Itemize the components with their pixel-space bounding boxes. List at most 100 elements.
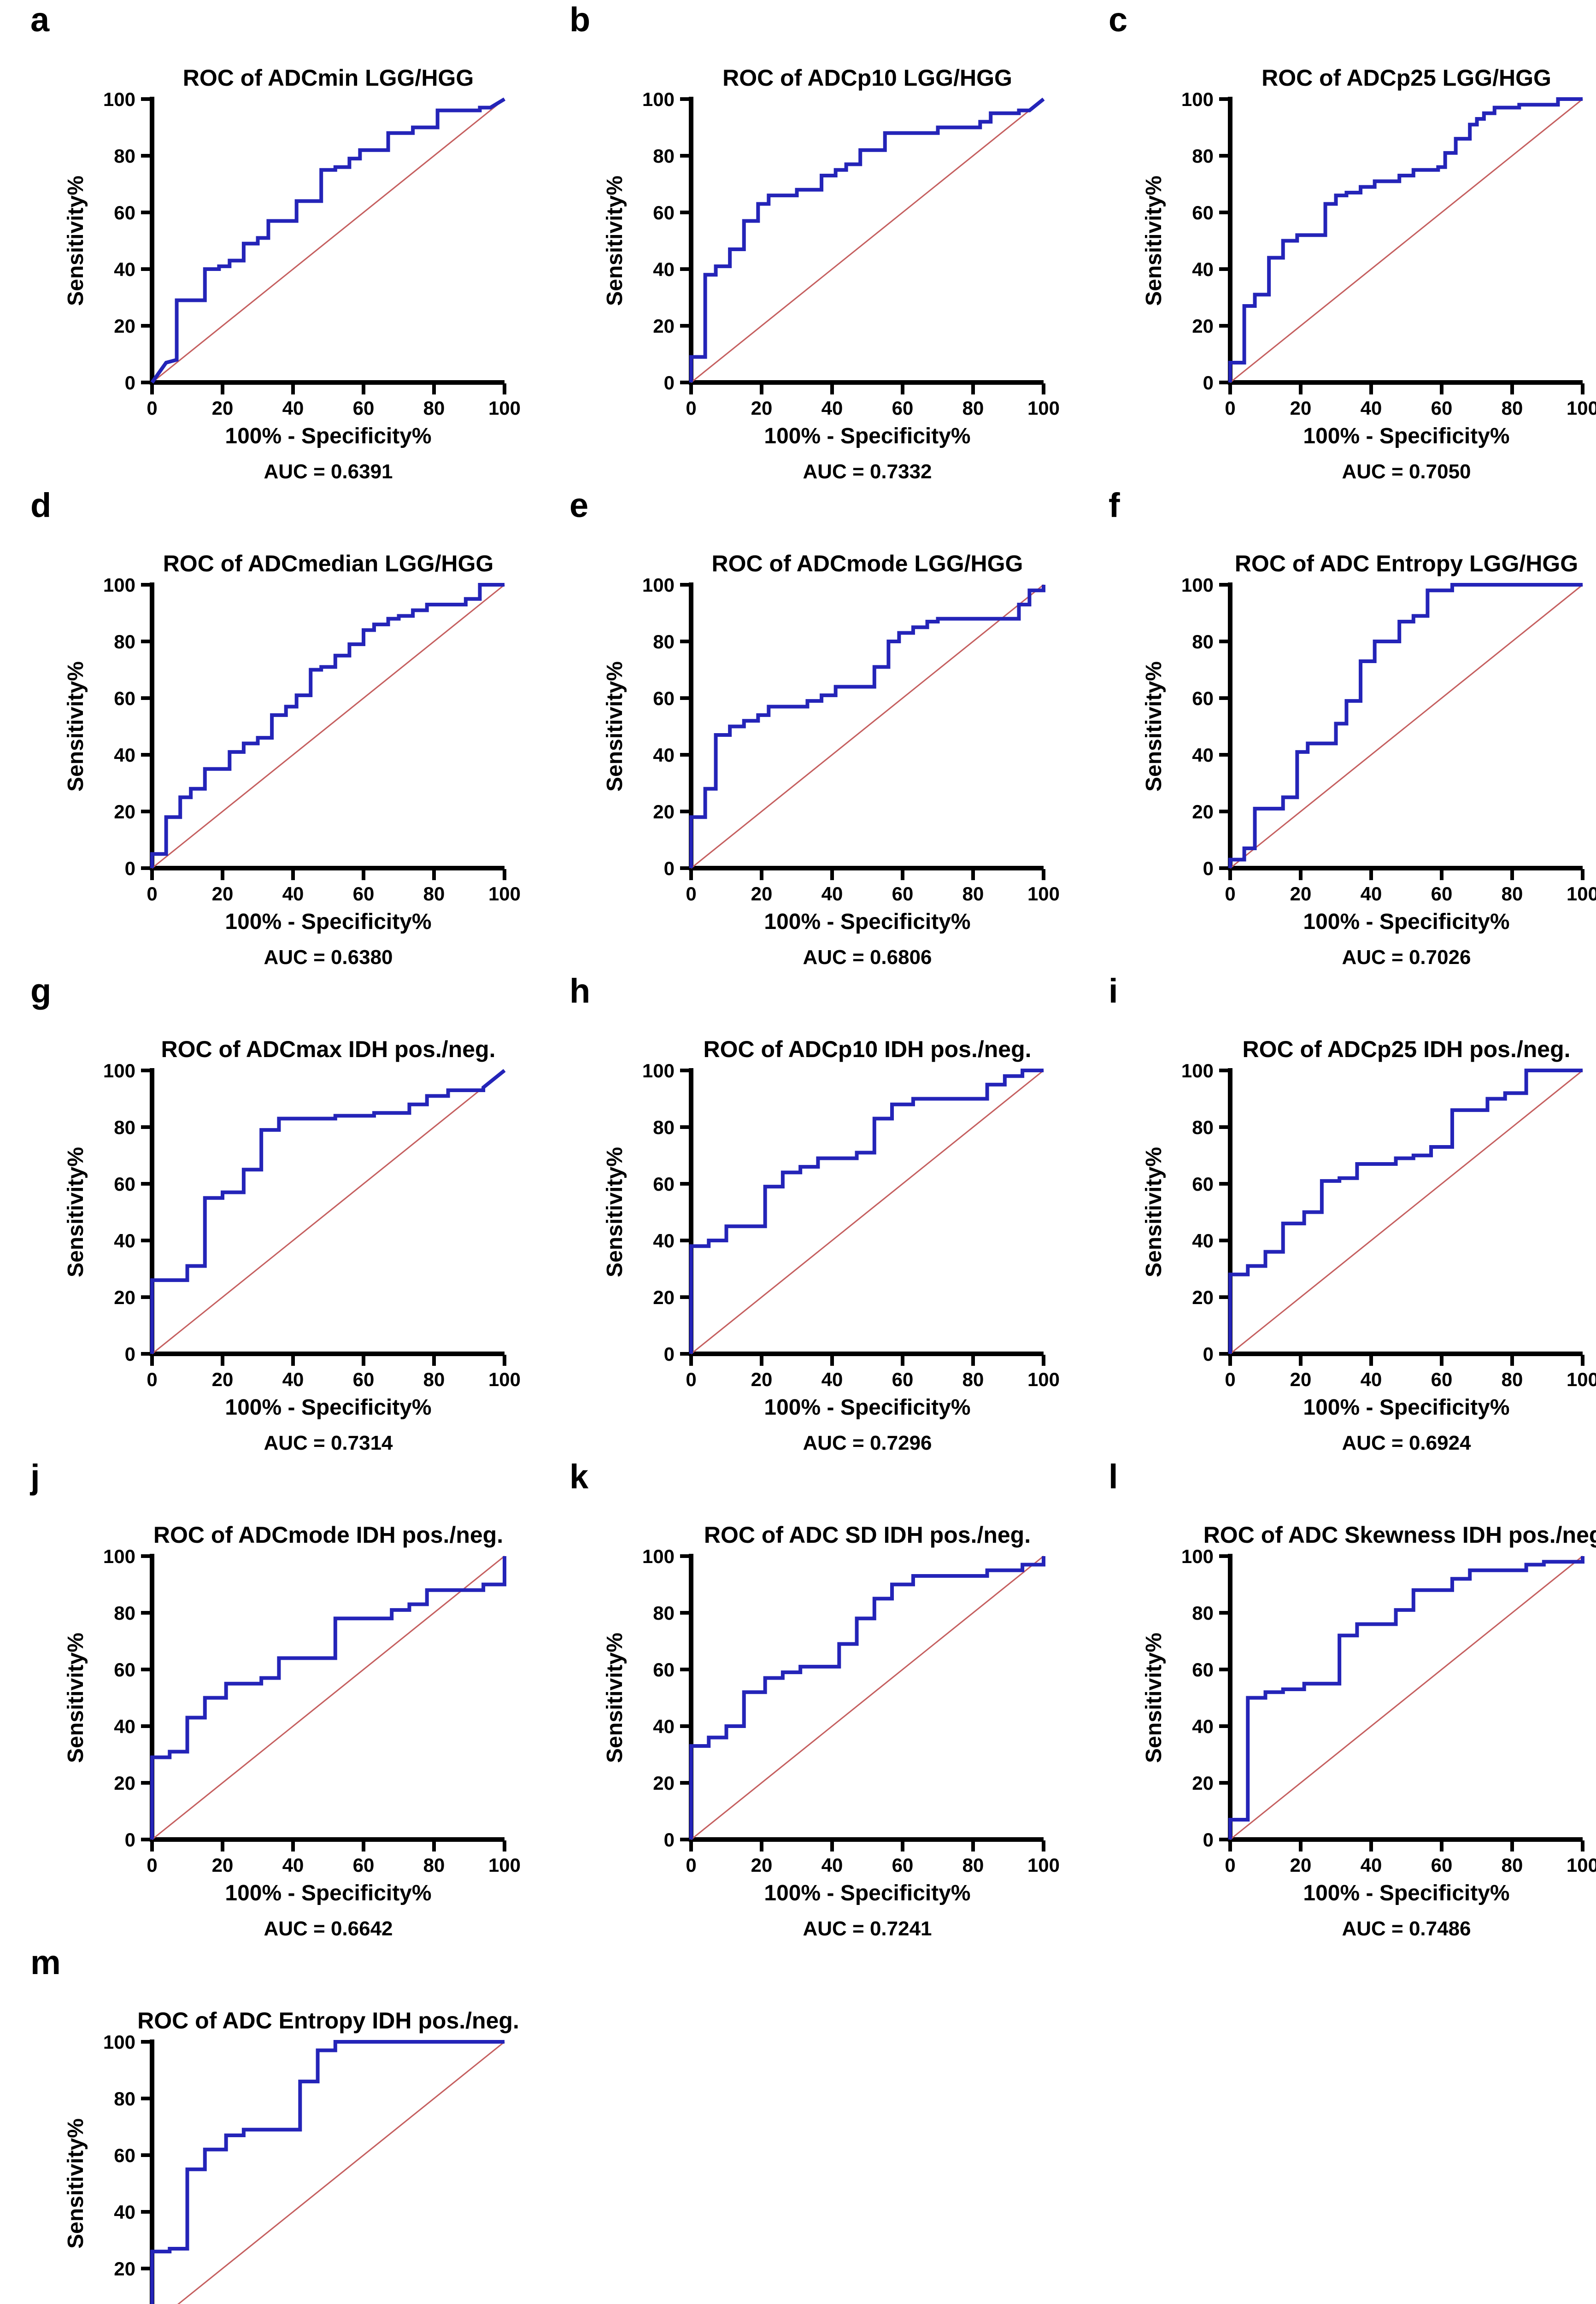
roc-plot-k: k ROC of ADC SD IDH pos./neg. 0 20 40 60 80 100…	[569, 1458, 1060, 1940]
panel-letter: m	[30, 1943, 61, 1981]
roc-curve	[1228, 97, 1583, 382]
y-tick-label: 40	[1192, 1716, 1214, 1737]
y-tick-label: 80	[1192, 145, 1214, 167]
panel-letter: k	[569, 1458, 589, 1496]
reference-line	[691, 1070, 1044, 1355]
x-tick-label: 40	[1361, 883, 1382, 905]
x-tick-label: 60	[1431, 397, 1453, 419]
y-tick-label: 0	[1203, 1829, 1214, 1851]
y-tick-label: 100	[642, 1546, 675, 1567]
x-axis-label: 100% - Specificity%	[225, 424, 431, 448]
reference-line	[691, 1555, 1044, 1840]
panel-letter: j	[29, 1458, 40, 1496]
y-tick-label: 20	[1192, 1287, 1214, 1308]
x-tick-label: 0	[147, 883, 157, 905]
y-tick-label: 20	[114, 1772, 135, 1794]
y-tick-label: 80	[653, 1602, 675, 1624]
y-tick-label: 60	[1192, 1173, 1214, 1195]
x-tick-label: 80	[1502, 1369, 1523, 1390]
y-tick-label: 100	[642, 574, 675, 596]
x-tick-label: 20	[1290, 1369, 1312, 1390]
y-tick-label: 80	[1192, 1117, 1214, 1138]
y-tick-label: 20	[114, 801, 135, 823]
x-tick-label: 0	[686, 1369, 696, 1390]
y-tick-label: 20	[653, 801, 675, 823]
roc-plot-j: j ROC of ADCmode IDH pos./neg. 0 20 40 60 80 10…	[29, 1458, 521, 1940]
x-tick-label: 0	[1225, 397, 1235, 419]
y-axis-label: Sensitivity%	[1142, 1633, 1166, 1763]
x-tick-label: 20	[1290, 397, 1312, 419]
y-axis-label: Sensitivity%	[1142, 176, 1166, 306]
x-tick-label: 60	[353, 1369, 375, 1390]
y-tick-label: 100	[103, 1546, 135, 1567]
x-tick-label: 20	[212, 1369, 234, 1390]
x-tick-label: 100	[1027, 883, 1060, 905]
y-tick-label: 80	[114, 2088, 135, 2110]
roc-curve	[689, 585, 1045, 868]
x-tick-label: 80	[423, 1369, 445, 1390]
x-tick-label: 100	[488, 1369, 521, 1390]
reference-line	[1230, 98, 1583, 383]
panel-letter: i	[1109, 972, 1118, 1010]
x-tick-label: 20	[751, 1854, 773, 1876]
x-tick-label: 100	[1567, 883, 1596, 905]
y-tick-label: 80	[114, 145, 135, 167]
y-tick-label: 80	[114, 1117, 135, 1138]
y-tick-label: 80	[653, 145, 675, 167]
auc-label: AUC = 0.7050	[1342, 460, 1471, 483]
roc-curve	[1228, 1556, 1584, 1840]
x-tick-label: 0	[147, 1369, 157, 1390]
y-axis-label: Sensitivity%	[64, 1633, 88, 1763]
panel-letter: e	[569, 486, 588, 524]
panel-title: ROC of ADCmode LGG/HGG	[712, 551, 1023, 576]
roc-panel-l: l ROC of ADC Skewness IDH pos./neg. 0 20 40 6…	[1106, 1457, 1596, 1943]
reference-line	[691, 98, 1044, 383]
reference-line	[152, 98, 505, 383]
roc-panel-h: h ROC of ADCp10 IDH pos./neg. 0 20 40 60 80 100…	[567, 971, 1106, 1457]
x-tick-label: 80	[1502, 883, 1523, 905]
y-axis-label: Sensitivity%	[64, 661, 88, 792]
reference-line	[152, 1555, 505, 1840]
x-tick-label: 100	[488, 1854, 521, 1876]
roc-panel-e: e ROC of ADCmode LGG/HGG 0 20 40 60 80 100 0 20 40…	[567, 486, 1106, 971]
roc-curve	[689, 1556, 1045, 1840]
roc-plot-i: i ROC of ADCp25 IDH pos./neg. 0 20 40 60 80 100…	[1109, 972, 1596, 1454]
y-tick-label: 0	[664, 1343, 675, 1365]
y-tick-label: 60	[114, 1173, 135, 1195]
x-tick-label: 40	[821, 883, 843, 905]
auc-label: AUC = 0.7026	[1342, 946, 1471, 969]
auc-label: AUC = 0.7296	[803, 1432, 932, 1454]
y-tick-label: 20	[1192, 1772, 1214, 1794]
panel-title: ROC of ADCmax IDH pos./neg.	[161, 1036, 496, 1062]
x-axis-label: 100% - Specificity%	[1303, 424, 1509, 448]
y-tick-label: 0	[125, 858, 135, 879]
y-tick-label: 0	[1203, 858, 1214, 879]
y-tick-label: 60	[1192, 1659, 1214, 1681]
y-tick-label: 80	[114, 1602, 135, 1624]
roc-plot-d: d ROC of ADCmedian LGG/HGG 0 20 40 60 80 100 0 20…	[30, 486, 521, 969]
x-tick-label: 80	[423, 1854, 445, 1876]
y-tick-label: 80	[653, 631, 675, 652]
x-tick-label: 40	[282, 883, 304, 905]
y-tick-label: 40	[1192, 259, 1214, 280]
panel-letter: l	[1109, 1458, 1118, 1496]
auc-label: AUC = 0.7314	[264, 1432, 393, 1454]
y-tick-label: 0	[1203, 372, 1214, 394]
panel-title: ROC of ADC SD IDH pos./neg.	[704, 1522, 1031, 1548]
roc-panel-j: j ROC of ADCmode IDH pos./neg. 0 20 40 60 80 10…	[28, 1457, 567, 1943]
x-tick-label: 80	[1502, 397, 1523, 419]
x-tick-label: 40	[1361, 397, 1382, 419]
x-tick-label: 100	[1567, 397, 1596, 419]
y-tick-label: 20	[653, 1287, 675, 1308]
roc-curve	[150, 1556, 506, 1840]
y-tick-label: 40	[1192, 744, 1214, 766]
x-tick-label: 40	[821, 1369, 843, 1390]
panel-title: ROC of ADC Entropy LGG/HGG	[1235, 551, 1578, 576]
reference-line	[1230, 1555, 1583, 1840]
reference-line	[152, 584, 505, 869]
roc-curve	[1228, 583, 1583, 868]
roc-panel-b: b ROC of ADCp10 LGG/HGG 0 20 40 60 80 100 0 20 40 6…	[567, 0, 1106, 486]
roc-panel-d: d ROC of ADCmedian LGG/HGG 0 20 40 60 80 100 0 20…	[28, 486, 567, 971]
